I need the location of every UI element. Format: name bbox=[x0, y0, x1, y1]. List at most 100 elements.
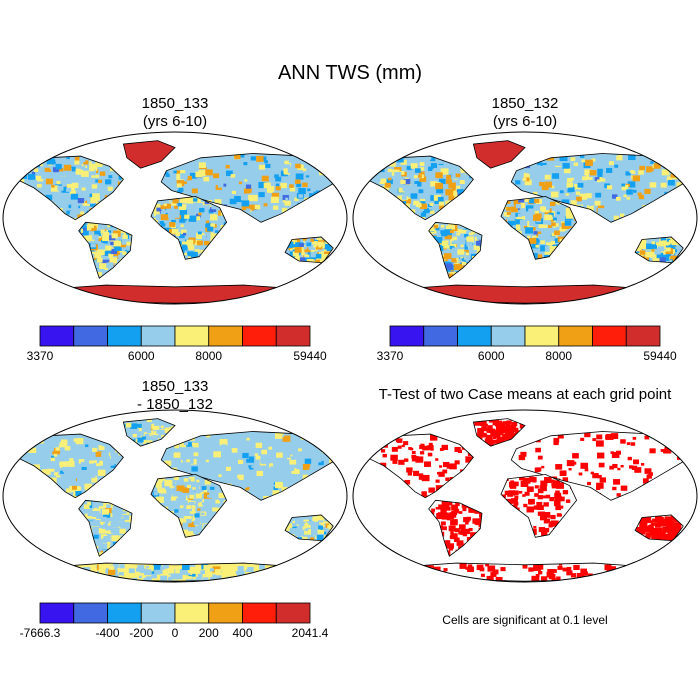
grid-cell bbox=[92, 193, 100, 200]
grid-cell bbox=[74, 472, 82, 479]
grid-cell bbox=[311, 529, 318, 535]
grid-cell bbox=[420, 576, 427, 581]
grid-cell bbox=[218, 492, 226, 499]
grid-cell bbox=[584, 169, 592, 176]
grid-cell bbox=[649, 530, 655, 534]
grid-cell bbox=[538, 505, 544, 510]
grid-cell bbox=[70, 174, 77, 180]
grid-cell bbox=[56, 454, 61, 459]
grid-cell bbox=[503, 224, 508, 229]
grid-cell bbox=[89, 459, 94, 464]
grid-cell bbox=[479, 513, 482, 518]
grid-cell bbox=[507, 255, 514, 260]
grid-cell bbox=[520, 435, 525, 439]
grid-cell bbox=[153, 241, 159, 247]
grid-cell bbox=[69, 212, 78, 219]
grid-cell bbox=[510, 206, 518, 213]
grid-cell bbox=[448, 525, 456, 532]
grid-cell bbox=[119, 218, 124, 220]
grid-cell bbox=[246, 208, 251, 213]
grid-cell bbox=[104, 555, 110, 557]
grid-cell bbox=[572, 240, 577, 245]
grid-cell bbox=[195, 496, 203, 502]
grid-cell bbox=[302, 474, 309, 480]
grid-cell bbox=[641, 495, 648, 500]
grid-cell bbox=[430, 270, 436, 275]
grid-cell bbox=[241, 204, 249, 211]
grid-cell bbox=[521, 248, 527, 253]
grid-cell bbox=[261, 449, 268, 455]
grid-cell bbox=[364, 474, 371, 480]
grid-cell bbox=[631, 465, 638, 471]
grid-cell bbox=[476, 234, 482, 240]
figure-title: ANN TWS (mm) bbox=[277, 62, 423, 84]
grid-cell bbox=[375, 209, 379, 212]
grid-cell bbox=[436, 579, 444, 582]
grid-cell bbox=[286, 257, 291, 261]
grid-cell bbox=[229, 198, 237, 205]
grid-cell bbox=[162, 198, 170, 205]
grid-cell bbox=[172, 491, 178, 496]
grid-cell bbox=[114, 241, 119, 245]
grid-cell bbox=[275, 176, 282, 182]
grid-cell bbox=[168, 570, 172, 574]
grid-cell bbox=[110, 527, 119, 534]
grid-cell bbox=[113, 513, 118, 518]
grid-cell bbox=[393, 576, 398, 580]
grid-cell bbox=[472, 278, 476, 279]
grid-cell bbox=[413, 175, 418, 179]
grid-cell bbox=[159, 232, 167, 238]
grid-cell bbox=[493, 419, 500, 424]
grid-cell bbox=[299, 257, 306, 262]
grid-cell bbox=[302, 536, 308, 541]
grid-cell bbox=[195, 171, 203, 178]
grid-cell bbox=[119, 274, 125, 279]
grid-cell bbox=[41, 453, 48, 459]
grid-cell bbox=[437, 265, 441, 269]
grid-cell bbox=[177, 462, 186, 469]
grid-cell bbox=[538, 527, 546, 533]
grid-cell bbox=[332, 179, 339, 185]
grid-cell bbox=[449, 271, 457, 278]
grid-cell bbox=[295, 163, 301, 169]
grid-cell bbox=[578, 472, 583, 476]
grid-cell bbox=[93, 520, 101, 527]
grid-cell bbox=[422, 216, 426, 220]
grid-cell bbox=[116, 492, 122, 497]
grid-cell bbox=[114, 475, 121, 480]
grid-cell bbox=[390, 209, 398, 216]
grid-cell bbox=[621, 183, 626, 187]
grid-cell bbox=[110, 518, 114, 522]
grid-cell bbox=[450, 578, 458, 582]
grid-cell bbox=[437, 260, 442, 264]
grid-cell bbox=[527, 235, 531, 239]
grid-cell bbox=[105, 248, 112, 254]
grid-cell bbox=[69, 166, 76, 172]
grid-cell bbox=[575, 196, 582, 202]
grid-cell bbox=[374, 189, 380, 194]
grid-cell bbox=[647, 539, 653, 541]
grid-cell bbox=[88, 542, 95, 549]
grid-cell bbox=[106, 438, 113, 444]
grid-cell bbox=[75, 575, 83, 582]
grid-cell bbox=[545, 494, 551, 499]
grid-cell bbox=[16, 199, 25, 206]
grid-cell bbox=[624, 569, 633, 576]
grid-cell bbox=[275, 186, 281, 191]
grid-cell bbox=[108, 555, 114, 557]
grid-cell bbox=[73, 438, 78, 442]
grid-cell bbox=[129, 257, 132, 263]
grid-cell bbox=[119, 202, 124, 208]
grid-cell bbox=[15, 161, 24, 168]
grid-cell bbox=[191, 572, 196, 576]
grid-cell bbox=[130, 540, 132, 546]
grid-cell bbox=[33, 472, 38, 476]
grid-cell bbox=[522, 433, 525, 438]
grid-cell bbox=[440, 512, 444, 516]
grid-cell bbox=[438, 201, 444, 206]
grid-cell bbox=[82, 222, 87, 226]
grid-cell bbox=[547, 569, 555, 575]
grid-cell bbox=[636, 247, 642, 252]
grid-cell bbox=[136, 568, 141, 572]
grid-cell bbox=[110, 463, 116, 468]
